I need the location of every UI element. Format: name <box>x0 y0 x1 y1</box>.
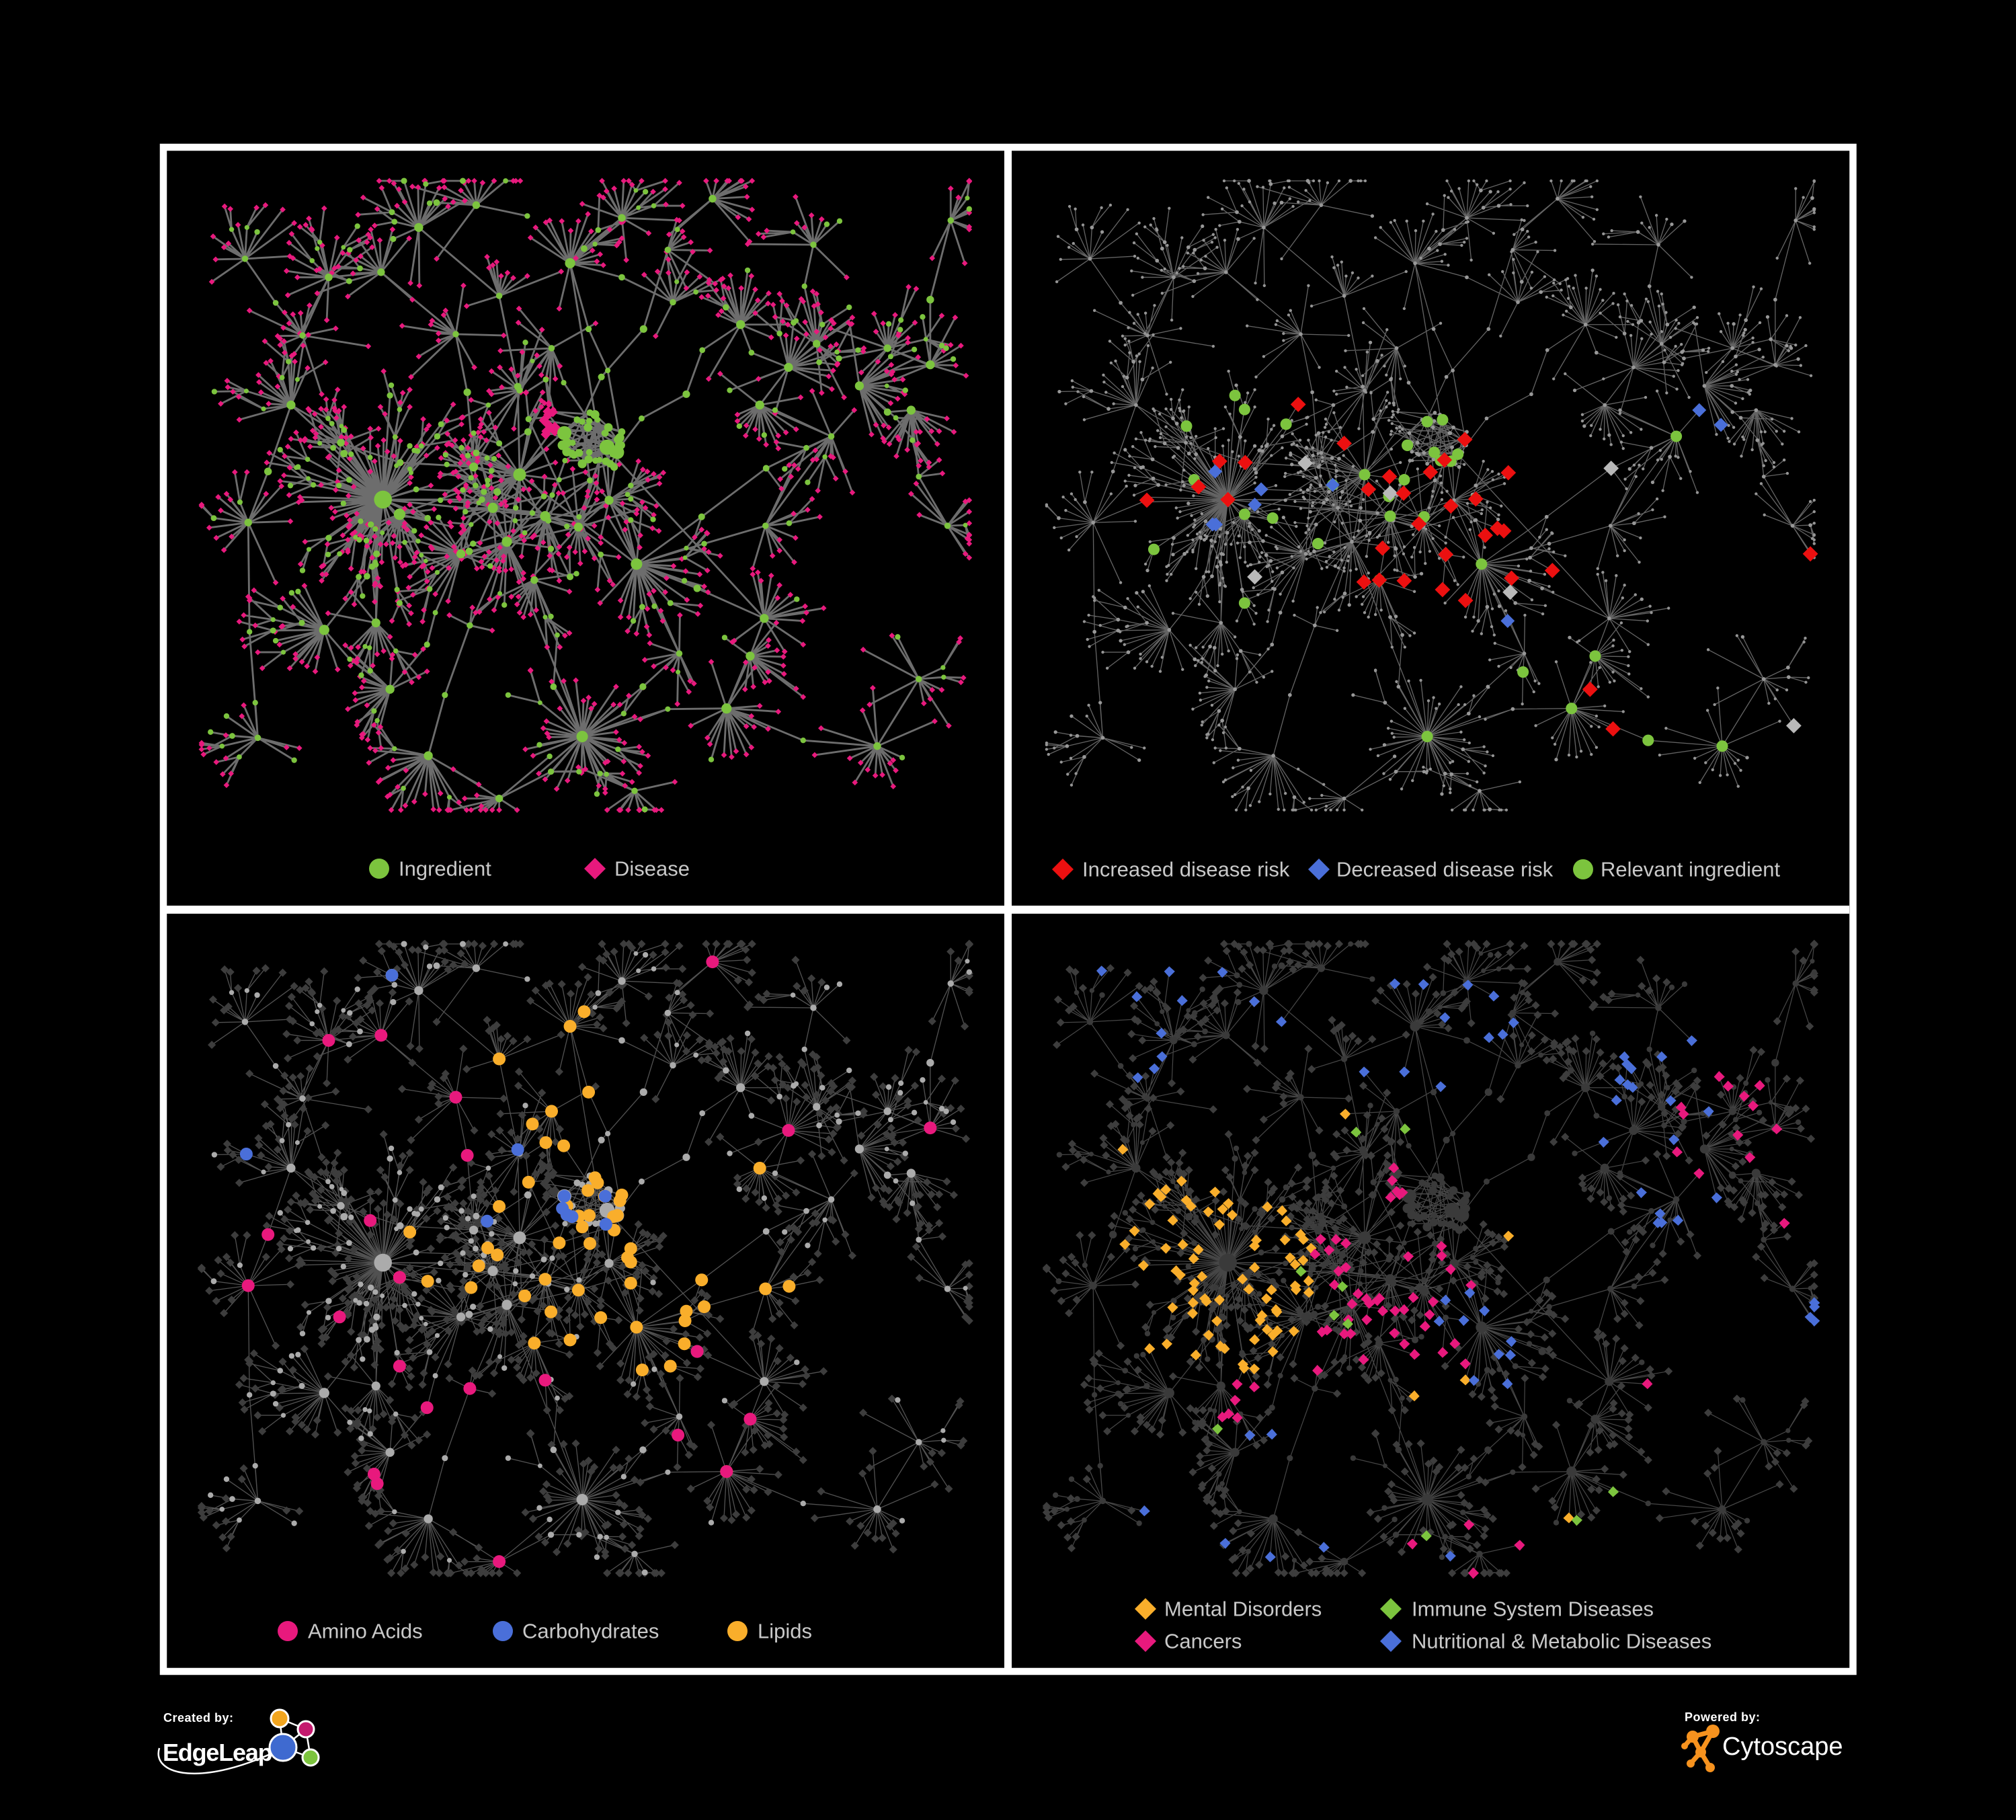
svg-text:Nutritional & Metabolic Diseas: Nutritional & Metabolic Diseases <box>1412 1630 1711 1653</box>
svg-text:Lipids: Lipids <box>758 1620 812 1643</box>
svg-text:Increased disease risk: Increased disease risk <box>1082 858 1290 881</box>
svg-text:Amino Acids: Amino Acids <box>308 1620 423 1643</box>
svg-text:Powered by:: Powered by: <box>1685 1710 1761 1724</box>
svg-text:Disease: Disease <box>614 857 690 881</box>
svg-text:Ingredient: Ingredient <box>399 857 491 881</box>
svg-text:Decreased disease risk: Decreased disease risk <box>1336 858 1554 881</box>
svg-text:Immune System Diseases: Immune System Diseases <box>1412 1597 1654 1621</box>
svg-text:Cytoscape: Cytoscape <box>1722 1733 1843 1761</box>
svg-text:Carbohydrates: Carbohydrates <box>522 1620 659 1643</box>
svg-text:EdgeLeap: EdgeLeap <box>163 1739 272 1766</box>
svg-text:Mental Disorders: Mental Disorders <box>1164 1597 1322 1621</box>
svg-text:Cancers: Cancers <box>1164 1630 1242 1653</box>
svg-text:Created by:: Created by: <box>163 1711 234 1725</box>
svg-text:Relevant ingredient: Relevant ingredient <box>1601 858 1781 881</box>
